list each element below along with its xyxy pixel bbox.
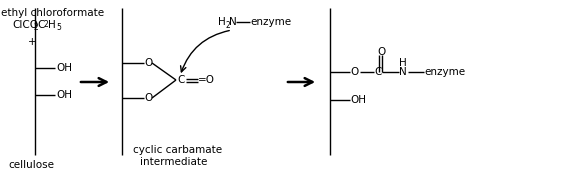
Text: 5: 5 bbox=[56, 23, 61, 32]
Text: H: H bbox=[218, 17, 226, 27]
FancyArrowPatch shape bbox=[180, 31, 229, 72]
Text: O: O bbox=[144, 58, 152, 68]
Text: C: C bbox=[374, 67, 381, 77]
Text: OH: OH bbox=[56, 63, 72, 73]
Text: O: O bbox=[350, 67, 358, 77]
Text: cellulose: cellulose bbox=[8, 160, 54, 170]
Text: =O: =O bbox=[198, 75, 215, 85]
Text: 2: 2 bbox=[44, 20, 49, 29]
Text: enzyme: enzyme bbox=[250, 17, 291, 27]
Text: O: O bbox=[377, 47, 386, 57]
Text: ClCO: ClCO bbox=[12, 20, 38, 30]
Text: OH: OH bbox=[350, 95, 366, 105]
Text: H: H bbox=[399, 58, 407, 68]
Text: H: H bbox=[48, 20, 55, 30]
Text: intermediate: intermediate bbox=[140, 157, 208, 167]
Text: enzyme: enzyme bbox=[424, 67, 465, 77]
Text: 2: 2 bbox=[34, 23, 39, 32]
Text: N: N bbox=[229, 17, 237, 27]
Text: C: C bbox=[37, 20, 45, 30]
Text: +: + bbox=[28, 37, 36, 47]
Text: 2: 2 bbox=[225, 20, 229, 30]
Text: C: C bbox=[177, 75, 184, 85]
Text: O: O bbox=[144, 93, 152, 103]
Text: OH: OH bbox=[56, 90, 72, 100]
Text: N: N bbox=[399, 67, 407, 77]
Text: cyclic carbamate: cyclic carbamate bbox=[133, 145, 222, 155]
Text: ethyl chloroformate: ethyl chloroformate bbox=[1, 8, 104, 18]
